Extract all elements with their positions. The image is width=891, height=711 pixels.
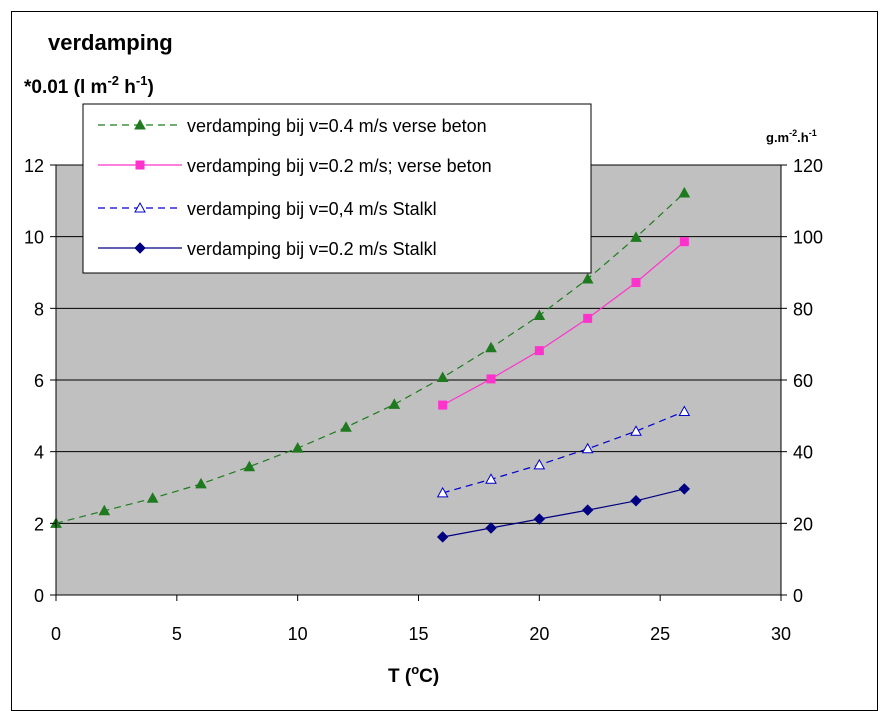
y-right-tick-label: 20 bbox=[793, 514, 813, 534]
data-point bbox=[243, 460, 256, 472]
y-axis-left-label: *0.01 (l m-2 h-1) bbox=[24, 73, 154, 98]
y-left-tick-label: 2 bbox=[34, 514, 44, 534]
series-line bbox=[442, 241, 685, 406]
legend-item-2: verdamping bij v=0.2 m/s; verse beton bbox=[98, 156, 492, 176]
data-point bbox=[631, 278, 641, 288]
legend-label: verdamping bij v=0.4 m/s verse beton bbox=[187, 116, 487, 136]
data-point bbox=[583, 313, 593, 323]
legend-swatch-marker bbox=[134, 118, 146, 130]
data-point bbox=[340, 421, 352, 432]
series-line bbox=[442, 488, 685, 538]
data-point bbox=[98, 504, 111, 516]
y-left-tick-label: 10 bbox=[24, 228, 44, 248]
legend-label: verdamping bij v=0.2 m/s Stalkl bbox=[187, 239, 437, 259]
y-left-tick-label: 4 bbox=[34, 443, 44, 463]
data-point bbox=[436, 486, 449, 498]
data-point bbox=[485, 473, 497, 484]
data-point bbox=[630, 231, 642, 242]
data-point bbox=[291, 442, 304, 453]
series-3 bbox=[436, 405, 691, 498]
y-left-tick-label: 0 bbox=[34, 586, 44, 606]
data-point bbox=[533, 458, 546, 470]
legend-item-1: verdamping bij v=0.4 m/s verse beton bbox=[98, 116, 487, 136]
x-tick-label: 25 bbox=[650, 624, 670, 644]
data-point bbox=[630, 495, 642, 507]
legend-label: verdamping bij v=0,4 m/s Stalkl bbox=[187, 199, 437, 219]
series-2 bbox=[438, 237, 689, 410]
series-1 bbox=[50, 186, 691, 528]
x-axis-label: T (oC) bbox=[388, 662, 439, 687]
x-tick-label: 0 bbox=[51, 624, 61, 644]
data-point bbox=[630, 425, 642, 436]
data-point bbox=[678, 405, 691, 417]
legend-swatch-marker bbox=[135, 160, 145, 170]
legend-swatch-marker bbox=[134, 242, 146, 254]
data-point bbox=[436, 371, 449, 382]
data-point bbox=[533, 309, 546, 320]
data-point bbox=[485, 522, 497, 534]
x-tick-label: 15 bbox=[408, 624, 428, 644]
axes bbox=[50, 164, 787, 601]
x-tick-label: 5 bbox=[172, 624, 182, 644]
data-point bbox=[436, 531, 449, 543]
y-right-tick-label: 120 bbox=[793, 156, 823, 176]
series-4 bbox=[436, 483, 691, 543]
legend-swatch-marker bbox=[134, 201, 146, 213]
legend-item-4: verdamping bij v=0.2 m/s Stalkl bbox=[98, 239, 437, 259]
y-left-tick-label: 6 bbox=[34, 371, 44, 391]
y-right-tick-label: 0 bbox=[793, 586, 803, 606]
chart-title: verdamping bbox=[48, 30, 173, 55]
data-point bbox=[678, 483, 691, 495]
data-point bbox=[195, 477, 207, 489]
data-point bbox=[534, 346, 544, 356]
x-tick-label: 10 bbox=[288, 624, 308, 644]
data-point bbox=[581, 272, 594, 284]
y-axis-right-label: g.m-2.h-1 bbox=[766, 128, 817, 145]
y-right-tick-label: 40 bbox=[793, 443, 813, 463]
data-point bbox=[581, 442, 594, 454]
series-line bbox=[55, 192, 685, 524]
data-point bbox=[146, 492, 159, 503]
y-left-tick-label: 12 bbox=[24, 156, 44, 176]
legend-label: verdamping bij v=0.2 m/s; verse beton bbox=[187, 156, 492, 176]
data-point bbox=[678, 186, 691, 198]
data-point bbox=[388, 398, 401, 409]
x-tick-label: 30 bbox=[771, 624, 791, 644]
data-point bbox=[485, 341, 497, 353]
data-point bbox=[438, 400, 448, 410]
series-layer bbox=[50, 186, 691, 543]
y-right-tick-label: 60 bbox=[793, 371, 813, 391]
data-point bbox=[581, 504, 594, 516]
y-left-tick-label: 8 bbox=[34, 299, 44, 319]
data-point bbox=[679, 237, 689, 247]
series-line bbox=[442, 410, 685, 494]
y-right-tick-label: 100 bbox=[793, 228, 823, 248]
legend-box bbox=[82, 103, 592, 274]
data-point bbox=[486, 374, 496, 384]
data-point bbox=[533, 513, 546, 525]
y-right-tick-label: 80 bbox=[793, 299, 813, 319]
legend: verdamping bij v=0.4 m/s verse beton verd… bbox=[82, 103, 592, 274]
legend-item-3: verdamping bij v=0,4 m/s Stalkl bbox=[98, 199, 437, 219]
x-tick-label: 20 bbox=[529, 624, 549, 644]
